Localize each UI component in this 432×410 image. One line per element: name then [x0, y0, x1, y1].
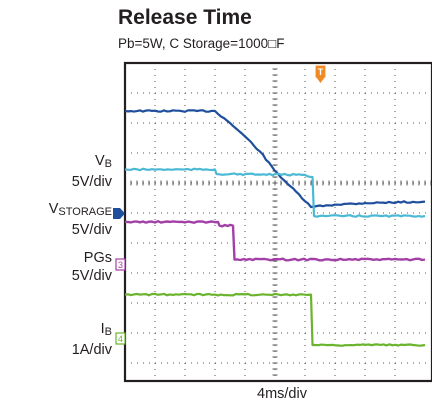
trace-vstorage: [124, 167, 426, 218]
label-ib-sub: B: [104, 326, 112, 338]
chart-subtitle: Pb=5W, C Storage=1000□F: [118, 36, 285, 51]
channel-3-marker-text: 3: [118, 260, 123, 270]
chart-title: Release Time: [118, 6, 252, 29]
label-vb-name: V: [94, 153, 105, 169]
channel-1-marker: [113, 208, 125, 219]
trigger-marker: T: [315, 65, 326, 78]
trigger-marker-pointer: [316, 77, 325, 83]
label-ib-name: I: [100, 321, 105, 337]
label-vstorage: VSTORAGE 5V/div: [49, 200, 112, 239]
label-vb-sub: B: [104, 158, 112, 170]
label-pgs-scale: 5V/div: [71, 268, 112, 284]
trigger-marker-text: T: [318, 67, 324, 77]
label-vstorage-sub: STORAGE: [58, 206, 112, 218]
x-axis-label: 4ms/div: [257, 386, 307, 402]
trace-ib: [124, 292, 426, 347]
grid: [124, 62, 432, 382]
trace-pgs: [124, 220, 426, 262]
label-pgs-name: PGs: [83, 250, 112, 266]
label-vb-scale: 5V/div: [71, 174, 112, 190]
label-ib-scale: 1A/div: [71, 342, 112, 358]
label-ib: IB 1A/div: [72, 320, 112, 359]
label-vb: VB 5V/div: [72, 152, 112, 191]
channel-3-marker: 3: [115, 258, 126, 271]
channel-4-marker-text: 4: [118, 334, 123, 344]
label-pgs: PGs 5V/div: [72, 249, 112, 285]
label-vstorage-scale: 5V/div: [71, 222, 112, 238]
trace-vb: [124, 109, 426, 209]
channel-4-marker: 4: [115, 332, 126, 345]
label-vstorage-name: V: [48, 201, 59, 217]
